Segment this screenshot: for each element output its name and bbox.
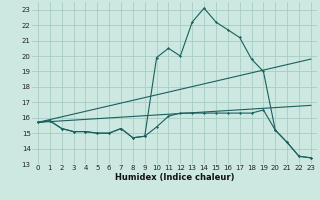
X-axis label: Humidex (Indice chaleur): Humidex (Indice chaleur) — [115, 173, 234, 182]
